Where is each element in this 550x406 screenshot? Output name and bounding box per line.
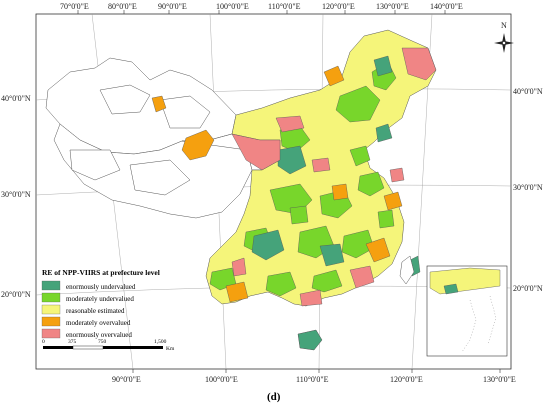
top-tick-100: 100°0'0"E — [216, 2, 249, 11]
legend-swatch-4 — [41, 316, 61, 327]
legend-swatch-5 — [41, 328, 61, 339]
left-tick-40: 40°0'0"N — [1, 94, 31, 103]
scale-tick-1500: 1,500 — [154, 339, 167, 345]
moderately-undervalued-regions — [209, 61, 397, 297]
right-tick-30: 30°0'0"N — [513, 183, 543, 192]
top-tick-70: 70°0'0"E — [60, 2, 89, 11]
north-label: N — [501, 21, 507, 30]
scale-tick-750: 750 — [98, 339, 107, 345]
bottom-tick-120: 120°0'0"E — [390, 375, 423, 384]
scale-tick-375: 375 — [68, 339, 77, 345]
top-tick-120: 120°0'0"E — [322, 2, 355, 11]
left-tick-30: 30°0'0"N — [1, 190, 31, 199]
figure-caption: (d) — [267, 391, 281, 403]
frame-ticks — [77, 10, 501, 373]
bottom-tick-100: 100°0'0"E — [205, 375, 238, 384]
right-tick-40: 40°0'0"N — [513, 87, 543, 96]
top-tick-90: 90°0'0"E — [158, 2, 187, 11]
legend-label-1: enormously undervalued — [66, 283, 136, 291]
legend-label-2: moderately undervalued — [66, 295, 134, 303]
moderately-overvalued-regions — [151, 65, 403, 303]
legend-swatch-1 — [41, 280, 61, 291]
legend-label-5: enormously overvalued — [66, 331, 132, 339]
north-arrow-icon — [494, 33, 514, 53]
top-tick-130: 130°0'0"E — [376, 2, 409, 11]
scale-bar: 0 375 750 1,500 Km — [42, 339, 175, 352]
legend-title: RE of NPP-VIIRS at prefecture level — [42, 268, 160, 277]
legend: RE of NPP-VIIRS at prefecture level enor… — [41, 268, 160, 339]
top-tick-140: 140°0'0"E — [430, 2, 463, 11]
legend-swatch-2 — [41, 292, 61, 303]
taiwan-island — [399, 255, 415, 285]
top-tick-80: 80°0'0"E — [108, 2, 137, 11]
left-tick-20: 20°0'0"N — [1, 290, 31, 299]
enormously-overvalued-regions — [231, 47, 437, 307]
bottom-tick-110: 110°0'0"E — [296, 375, 329, 384]
right-tick-20: 20°0'0"N — [513, 284, 543, 293]
scale-unit: Km — [166, 346, 175, 352]
hainan-island — [297, 329, 323, 351]
scale-tick-0: 0 — [42, 339, 45, 345]
bottom-tick-130: 130°0'0"E — [483, 375, 516, 384]
top-tick-110: 110°0'0"E — [268, 2, 301, 11]
legend-label-3: reasonable estimated — [66, 307, 125, 315]
legend-swatch-3 — [41, 304, 61, 315]
enormously-undervalued-regions — [251, 55, 421, 277]
bottom-tick-90: 90°0'0"E — [112, 375, 141, 384]
legend-label-4: moderately overvalued — [66, 319, 131, 327]
inset-content — [429, 267, 501, 353]
